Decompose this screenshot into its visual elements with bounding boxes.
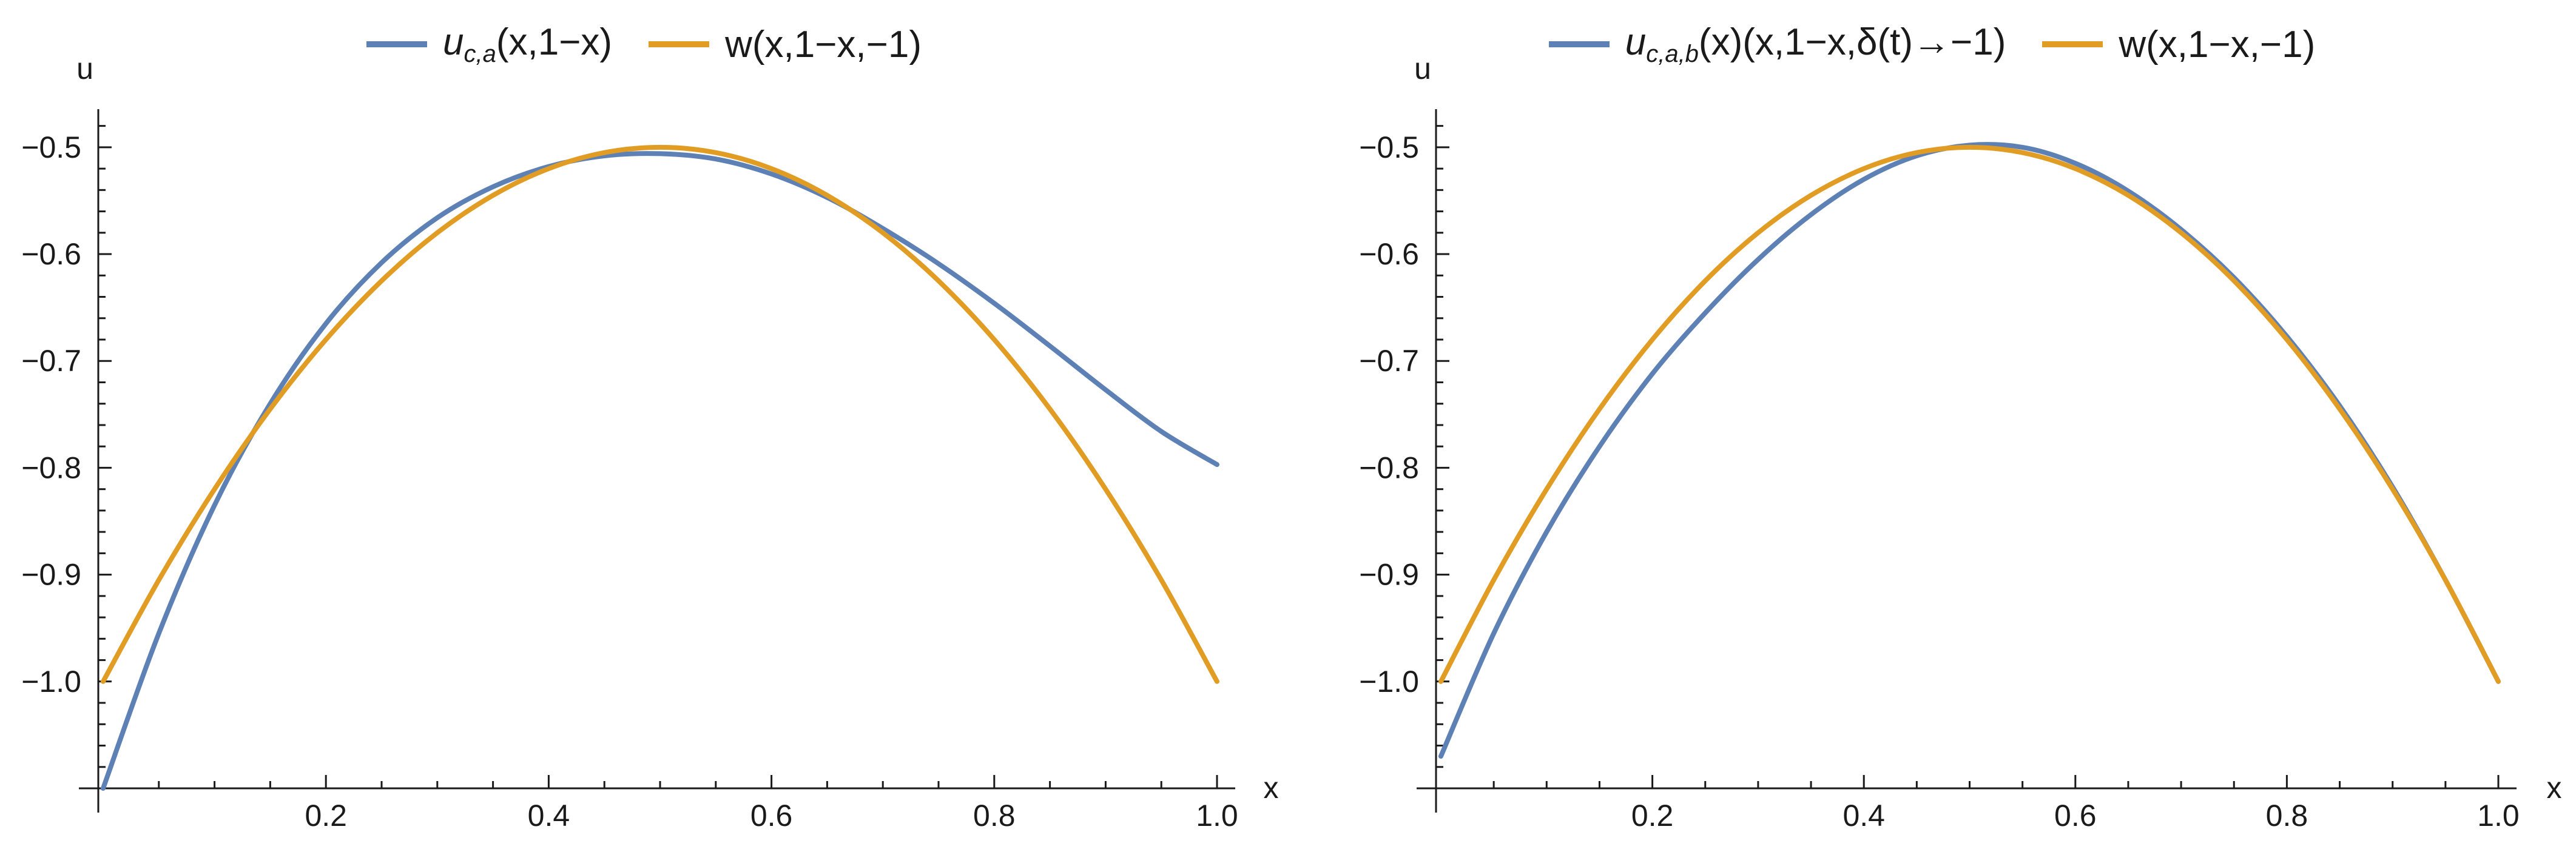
chart-legend: uc,a(x,1−x) w(x,1−x,−1) — [0, 17, 1288, 72]
legend-label: uc,a,b(x)(x,1−x,δ(t)→−1) — [1625, 21, 2006, 67]
x-tick-label: 0.6 — [2054, 799, 2097, 833]
legend-label: w(x,1−x,−1) — [725, 23, 922, 65]
y-tick-label: −0.5 — [21, 130, 81, 164]
x-tick-label: 0.4 — [1843, 799, 1885, 833]
x-axis-title: x — [1264, 771, 1279, 805]
y-tick-label: −0.8 — [1359, 451, 1419, 485]
y-tick-label: −1.0 — [21, 665, 81, 699]
y-tick-label: −0.5 — [1359, 130, 1419, 164]
chart-legend: uc,a,b(x)(x,1−x,δ(t)→−1) w(x,1−x,−1) — [1288, 17, 2576, 72]
x-tick-label: 0.4 — [528, 799, 570, 833]
x-tick-label: 1.0 — [1196, 799, 1238, 833]
y-tick-label: −0.9 — [21, 558, 81, 592]
y-tick-label: −0.7 — [1359, 344, 1419, 378]
legend-entry: uc,a(x,1−x) — [366, 21, 612, 68]
line-chart-left: 0.2 0.4 0.6 0.8 1.0 −0.5 −0.6 −0.7 −0.8 −0.9 −1.0 x… — [21, 52, 1279, 833]
y-axis-title: u — [1414, 52, 1431, 86]
x-tick-label: 1.0 — [2477, 799, 2520, 833]
x-tick-label: 0.2 — [305, 799, 347, 833]
series-line-1 — [1438, 142, 2501, 759]
legend-entry: uc,a,b(x)(x,1−x,δ(t)→−1) — [1548, 21, 2006, 68]
chart-panel-right: uc,a,b(x)(x,1−x,δ(t)→−1) w(x,1−x,−1) 0.2… — [1288, 0, 2576, 852]
x-tick-label: 0.2 — [1631, 799, 1674, 833]
legend-swatch — [2042, 41, 2103, 47]
y-tick-label: −0.6 — [1359, 237, 1419, 271]
legend-entry: w(x,1−x,−1) — [649, 23, 922, 66]
legend-label: w(x,1−x,−1) — [2119, 23, 2316, 65]
y-tick-label: −0.7 — [21, 344, 81, 378]
chart-panel-left: uc,a(x,1−x) w(x,1−x,−1) 0.2 0.4 0.6 0.8 1.0 −… — [0, 17, 1288, 833]
legend-entry: w(x,1−x,−1) — [2042, 23, 2315, 66]
y-axis-title: u — [76, 52, 93, 86]
legend-swatch — [649, 41, 710, 47]
line-chart-right: 0.2 0.4 0.6 0.8 1.0 −0.5 −0.6 −0.7 −0.8 −0.9 −1.0 x… — [1359, 52, 2562, 833]
y-tick-label: −0.9 — [1359, 558, 1419, 592]
legend-swatch — [1548, 41, 1610, 47]
x-tick-label: 0.6 — [750, 799, 793, 833]
x-axis-title: x — [2547, 771, 2562, 805]
y-tick-label: −0.8 — [21, 451, 81, 485]
x-tick-label: 0.8 — [2266, 799, 2308, 833]
x-tick-label: 0.8 — [973, 799, 1016, 833]
y-tick-label: −0.6 — [21, 237, 81, 271]
series-line-2 — [1438, 144, 2501, 684]
series-line-1 — [101, 151, 1219, 791]
legend-label: uc,a(x,1−x) — [443, 21, 613, 67]
series-line-2 — [101, 144, 1219, 684]
legend-swatch — [366, 41, 428, 47]
y-tick-label: −1.0 — [1359, 665, 1419, 699]
